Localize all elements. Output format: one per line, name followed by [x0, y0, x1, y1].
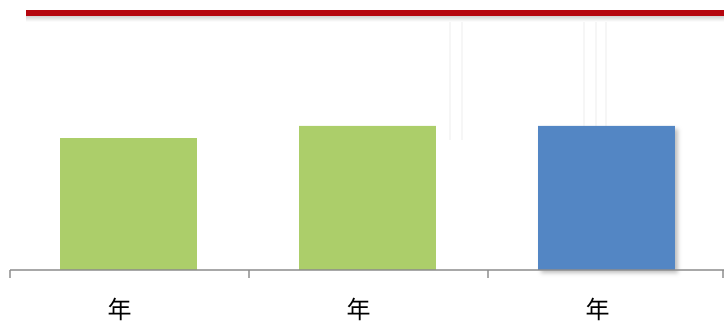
x-axis — [9, 269, 724, 278]
bar-3 — [538, 125, 675, 271]
x-tick-label: 年 — [108, 296, 132, 324]
x-tick-label: 年 — [586, 296, 610, 324]
x-tick-label: 年 — [347, 296, 371, 324]
background-texture — [449, 22, 607, 140]
x-tick-labels: 年年年 — [108, 296, 610, 324]
header-rule-shadow — [26, 16, 724, 22]
bar-series — [60, 125, 675, 271]
bar-1 — [60, 138, 197, 270]
bar-2 — [299, 125, 436, 271]
header-rule — [26, 10, 724, 16]
